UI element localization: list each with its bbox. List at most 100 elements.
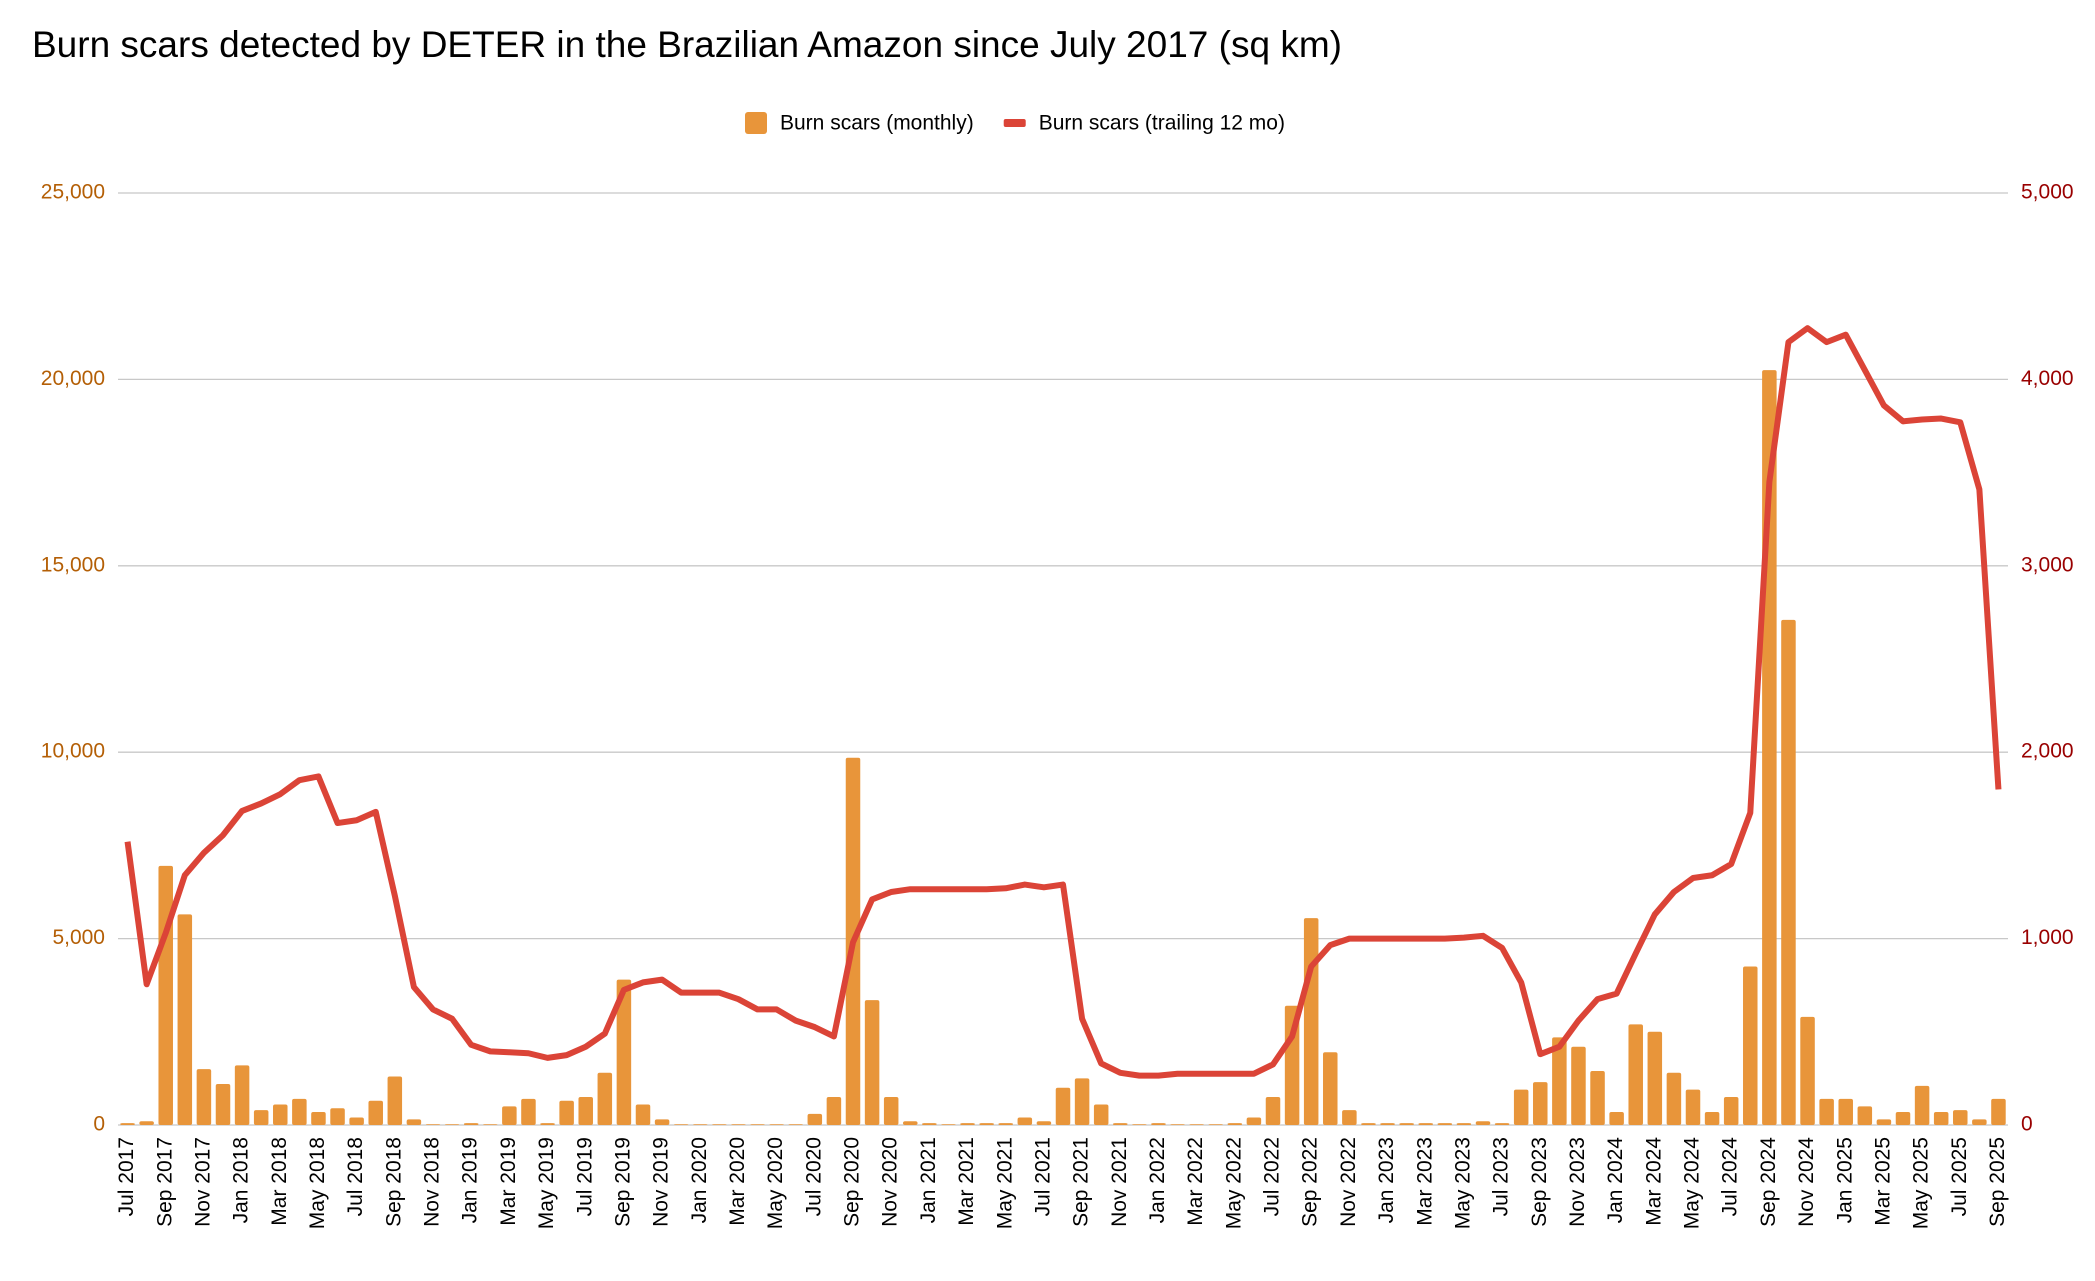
- bar: [1552, 1037, 1567, 1125]
- bar: [1819, 1098, 1834, 1125]
- x-tick-label: May 2019: [535, 1137, 558, 1229]
- bar: [1074, 1078, 1090, 1125]
- x-tick-label: Mar 2021: [955, 1137, 978, 1226]
- bar: [215, 1083, 231, 1125]
- x-tick-label: Nov 2017: [191, 1137, 214, 1227]
- bar: [1055, 1087, 1071, 1125]
- x-tick-label: Jan 2021: [917, 1137, 940, 1223]
- x-tick-label: Sep 2017: [153, 1137, 176, 1227]
- x-tick-label: Jul 2025: [1948, 1137, 1971, 1216]
- legend-swatch: [745, 112, 767, 134]
- bar: [712, 1124, 727, 1125]
- bar: [1628, 1024, 1643, 1125]
- bar: [922, 1123, 937, 1125]
- bar: [1113, 1123, 1128, 1125]
- bar: [1781, 619, 1796, 1125]
- x-tick-label: Nov 2019: [650, 1137, 673, 1227]
- x-tick-label: Sep 2021: [1070, 1137, 1093, 1227]
- bar: [979, 1123, 994, 1125]
- bar: [1743, 966, 1758, 1125]
- bar: [1972, 1119, 1987, 1125]
- chart-title: Burn scars detected by DETER in the Braz…: [32, 24, 1342, 65]
- bar: [960, 1123, 975, 1125]
- y2-tick-label: 1,000: [2021, 926, 2074, 949]
- x-tick-label: May 2020: [764, 1137, 787, 1229]
- bar: [559, 1100, 574, 1125]
- bar: [1647, 1031, 1663, 1125]
- bar: [998, 1123, 1013, 1125]
- x-tick-label: Jul 2023: [1490, 1137, 1513, 1216]
- x-tick-label: May 2022: [1222, 1137, 1245, 1229]
- x-tick-label: Sep 2025: [1986, 1137, 2009, 1227]
- bar: [1380, 1123, 1395, 1125]
- bar: [387, 1076, 403, 1125]
- bar: [1895, 1111, 1911, 1125]
- bar: [521, 1098, 536, 1125]
- x-tick-label: Sep 2022: [1299, 1137, 1322, 1227]
- bar: [1093, 1104, 1109, 1125]
- bar: [1475, 1121, 1491, 1125]
- x-tick-label: Jan 2023: [1375, 1137, 1398, 1223]
- x-tick-label: Jan 2022: [1146, 1137, 1169, 1223]
- x-tick-label: Jan 2018: [230, 1137, 253, 1223]
- y-tick-label: 5,000: [52, 926, 105, 949]
- x-tick-label: Nov 2022: [1337, 1137, 1360, 1227]
- x-tick-label: Jul 2021: [1031, 1137, 1054, 1216]
- x-tick-label: Sep 2018: [382, 1137, 405, 1227]
- bar: [597, 1072, 613, 1125]
- bar: [826, 1097, 842, 1125]
- legend-label: Burn scars (monthly): [780, 112, 974, 135]
- bar: [158, 865, 173, 1125]
- bar: [1399, 1123, 1414, 1125]
- bar: [807, 1113, 823, 1125]
- x-tick-label: May 2025: [1910, 1137, 1933, 1229]
- bar: [406, 1119, 422, 1125]
- bar: [941, 1124, 956, 1125]
- bar: [883, 1097, 899, 1125]
- bar: [330, 1108, 345, 1125]
- bar: [1342, 1110, 1357, 1125]
- x-tick-label: Jul 2024: [1719, 1137, 1742, 1217]
- x-tick-label: Nov 2018: [421, 1137, 444, 1227]
- bar: [444, 1124, 460, 1125]
- bar: [1914, 1085, 1930, 1125]
- x-tick-label: Mar 2018: [268, 1137, 291, 1226]
- x-tick-label: Jul 2020: [802, 1137, 825, 1216]
- x-tick-label: Mar 2022: [1184, 1137, 1207, 1226]
- x-tick-label: Jul 2017: [115, 1137, 138, 1216]
- y2-tick-label: 5,000: [2021, 181, 2074, 204]
- bar: [1953, 1110, 1968, 1125]
- bar: [769, 1124, 784, 1125]
- bar: [177, 914, 193, 1125]
- bar: [1227, 1123, 1243, 1125]
- bar: [1800, 1016, 1815, 1125]
- y2-tick-label: 2,000: [2021, 740, 2074, 763]
- x-tick-label: Sep 2023: [1528, 1137, 1551, 1227]
- bar: [1456, 1123, 1472, 1125]
- bar: [368, 1100, 383, 1125]
- bar: [1666, 1072, 1682, 1125]
- bar: [616, 979, 632, 1125]
- x-tick-label: May 2024: [1681, 1137, 1704, 1230]
- bar: [1991, 1098, 2006, 1125]
- x-tick-label: Mar 2024: [1642, 1137, 1665, 1226]
- y2-tick-label: 0: [2021, 1113, 2033, 1136]
- bar: [1494, 1123, 1510, 1125]
- bar: [1284, 1005, 1300, 1125]
- y2-tick-label: 3,000: [2021, 553, 2074, 576]
- bar: [788, 1124, 803, 1125]
- x-tick-label: Mar 2019: [497, 1137, 520, 1226]
- bar: [349, 1117, 364, 1125]
- x-tick-label: Jan 2025: [1833, 1137, 1856, 1223]
- bar: [1036, 1121, 1052, 1125]
- bar: [1533, 1082, 1548, 1125]
- x-tick-label: Mar 2020: [726, 1137, 749, 1226]
- x-tick-label: Jan 2019: [459, 1137, 482, 1223]
- bar: [1876, 1119, 1892, 1125]
- bar: [1303, 918, 1319, 1125]
- bar: [311, 1111, 326, 1125]
- bar: [463, 1123, 479, 1125]
- bar: [1017, 1117, 1033, 1125]
- bar: [654, 1119, 670, 1125]
